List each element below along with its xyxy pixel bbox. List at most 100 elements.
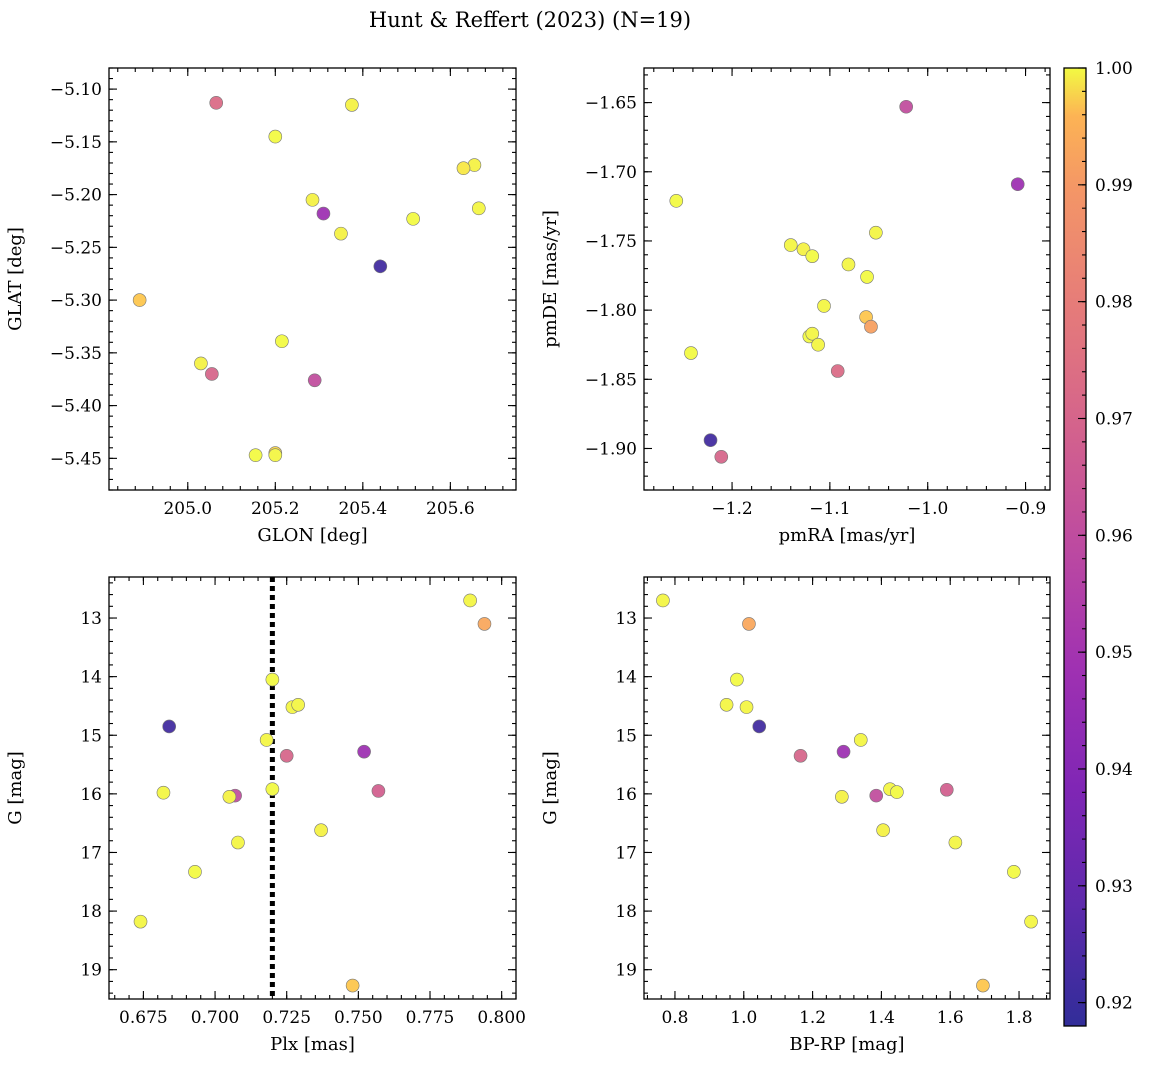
- scatter-point: [463, 593, 477, 608]
- scatter-point: [265, 782, 280, 796]
- scatter-point: [156, 785, 171, 800]
- scatter-point: [307, 373, 322, 388]
- scatter-point: [259, 733, 274, 747]
- scatter-point: [730, 672, 744, 687]
- scatter-point: [719, 697, 734, 712]
- scatter-point: [1007, 865, 1021, 879]
- colorbar-tick-label: 0.93: [1095, 877, 1133, 897]
- y-tick-label: 16: [80, 785, 102, 805]
- x-tick-label: 1.0: [730, 1008, 757, 1028]
- scatter-point: [860, 270, 874, 284]
- x-axis-label: BP-RP [mag]: [789, 1034, 904, 1055]
- colorbar-tick-label: 1.00: [1095, 59, 1133, 79]
- scatter-point: [939, 782, 954, 797]
- y-tick-label: −1.70: [585, 163, 637, 183]
- scatter-point: [334, 226, 348, 241]
- colorbar-tick-label: 0.97: [1095, 409, 1133, 429]
- y-tick-label: 17: [80, 843, 102, 863]
- scatter-point: [205, 367, 219, 381]
- scatter-point: [811, 337, 825, 352]
- scatter-point: [279, 748, 294, 763]
- scatter-point: [316, 206, 331, 221]
- scatter-point: [864, 319, 878, 334]
- scatter-point: [948, 835, 963, 850]
- scatter-point: [817, 299, 831, 313]
- x-tick-label: 1.4: [868, 1008, 895, 1028]
- scatter-point: [406, 212, 420, 226]
- scatter-point: [739, 700, 754, 714]
- x-tick-label: 1.8: [1006, 1008, 1033, 1028]
- x-tick-label: −1.2: [711, 499, 752, 519]
- y-tick-label: −1.75: [585, 232, 637, 252]
- y-tick-label: −5.30: [50, 291, 102, 311]
- scatter-point: [714, 449, 729, 464]
- scatter-point: [268, 448, 283, 462]
- x-tick-label: 0.725: [262, 1008, 311, 1028]
- scatter-point: [742, 617, 756, 631]
- y-tick-label: 17: [615, 843, 637, 863]
- x-axis-label: pmRA [mas/yr]: [779, 525, 916, 546]
- minor-ticks: [109, 577, 517, 999]
- y-tick-label: 18: [80, 902, 102, 922]
- scatter-point: [209, 96, 224, 110]
- y-axis-label: pmDE [mas/yr]: [540, 210, 561, 348]
- scatter-point: [752, 719, 767, 734]
- scatter-point: [703, 433, 718, 447]
- y-tick-label: 14: [80, 668, 102, 688]
- colorbar-tick-label: 0.96: [1095, 526, 1133, 546]
- y-tick-label: 19: [615, 961, 637, 981]
- x-tick-label: 0.675: [119, 1008, 168, 1028]
- y-tick-label: 14: [615, 668, 637, 688]
- x-tick-label: 0.800: [477, 1008, 526, 1028]
- x-tick-label: 205.2: [251, 499, 300, 519]
- axes-frame: [643, 67, 1051, 491]
- scatter-point: [231, 835, 245, 850]
- colorbar-tick-label: 0.94: [1095, 760, 1133, 780]
- y-tick-label: −1.90: [585, 439, 637, 459]
- scatter-point: [275, 334, 289, 349]
- scatter-point: [188, 865, 202, 879]
- axes-frame: [108, 576, 517, 1000]
- y-tick-label: −5.10: [50, 80, 102, 100]
- panel-glon-glat: 205.0 205.2 205.4 205.6 −5.10 −5.15 −5.20 −5.25…: [5, 67, 517, 546]
- scatter-point: [830, 364, 845, 378]
- scatter-point: [162, 719, 176, 734]
- scatter-point: [890, 785, 904, 799]
- y-tick-label: −5.35: [50, 344, 102, 364]
- scatter-point: [869, 225, 883, 240]
- axes-frame: [108, 67, 517, 491]
- x-tick-label: −1.0: [907, 499, 948, 519]
- minor-ticks: [109, 67, 516, 491]
- scatter-point: [853, 733, 868, 747]
- y-axis-label: GLAT [deg]: [5, 227, 26, 331]
- y-tick-label: −5.40: [50, 397, 102, 417]
- scatter-point: [976, 978, 990, 993]
- scatter-point: [305, 193, 320, 207]
- x-tick-label: 0.8: [661, 1008, 688, 1028]
- scatter-point: [371, 784, 386, 798]
- axes-frame: [643, 576, 1051, 1000]
- scatter-point: [456, 161, 471, 176]
- y-tick-label: −5.25: [50, 238, 102, 258]
- scatter-point: [314, 823, 328, 838]
- scatter-point: [194, 356, 208, 371]
- scatter-point: [835, 789, 849, 804]
- scatter-point: [345, 98, 359, 112]
- scatter-point: [876, 823, 890, 838]
- scatter-point: [869, 788, 884, 803]
- y-tick-label: −1.65: [585, 94, 637, 114]
- y-axis-label: G [mag]: [5, 751, 26, 824]
- y-tick-label: 13: [80, 609, 102, 629]
- colorbar-gradient: [1064, 68, 1086, 1026]
- colorbar-tick-label: 0.99: [1095, 176, 1133, 196]
- scatter-point: [1010, 177, 1025, 192]
- scatter-point: [472, 201, 486, 216]
- x-tick-label: 205.4: [338, 499, 387, 519]
- panel-plx-g: 0.675 0.700 0.725 0.750 0.775 0.800 13 14 15 16 17…: [5, 576, 526, 1055]
- x-axis-label: Plx [mas]: [270, 1034, 355, 1055]
- x-tick-label: 0.775: [406, 1008, 455, 1028]
- scatter-point: [477, 617, 492, 631]
- scatter-point: [222, 789, 237, 804]
- x-axis-label: GLON [deg]: [257, 525, 367, 546]
- x-tick-label: −1.1: [809, 499, 850, 519]
